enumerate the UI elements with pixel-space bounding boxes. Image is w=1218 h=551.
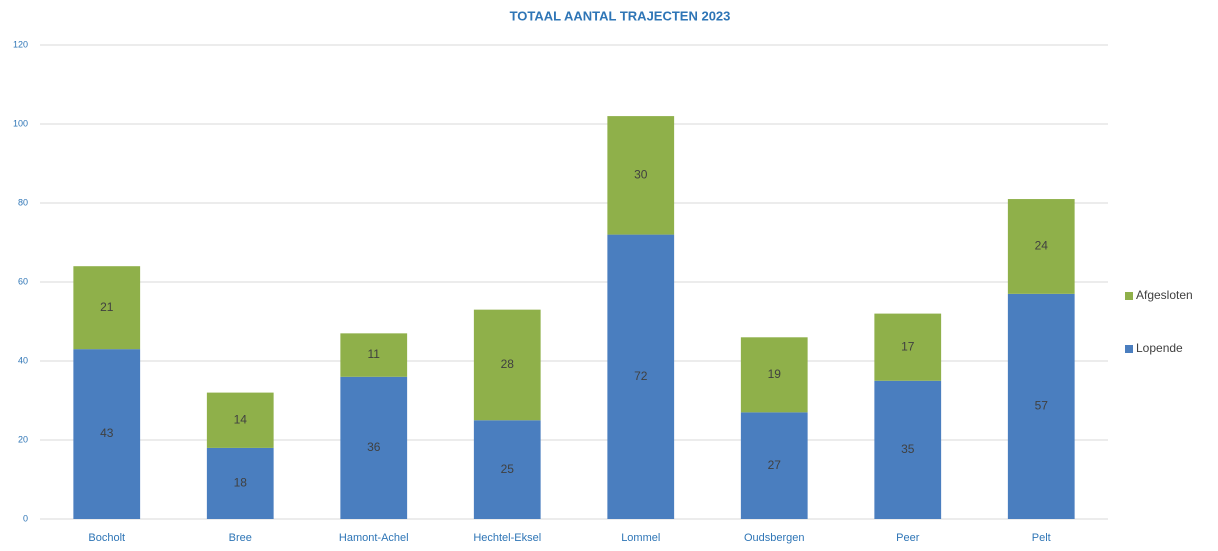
bar-segment	[73, 266, 141, 350]
bar-segment	[1007, 199, 1075, 294]
legend-label: Afgesloten	[1136, 288, 1193, 302]
data-label: 57	[1035, 399, 1049, 413]
legend-label: Lopende	[1136, 341, 1183, 355]
data-label: 18	[234, 476, 248, 490]
bar-segment	[206, 447, 274, 519]
bar-segment	[740, 412, 808, 519]
x-tick-label: Bocholt	[88, 532, 125, 544]
x-tick-label: Oudsbergen	[744, 532, 805, 544]
bar-segment	[740, 337, 808, 413]
data-label: 25	[501, 462, 515, 476]
data-label: 21	[100, 300, 114, 314]
y-tick-label: 100	[13, 118, 28, 128]
bar-segment	[473, 420, 541, 519]
x-tick-label: Hechtel-Eksel	[473, 532, 541, 544]
chart-title: TOTAAL AANTAL TRAJECTEN 2023	[510, 8, 731, 23]
x-tick-label: Pelt	[1032, 532, 1051, 544]
y-tick-label: 60	[18, 276, 28, 286]
x-tick-label: Bree	[229, 532, 252, 544]
x-tick-label: Lommel	[621, 532, 660, 544]
y-tick-label: 40	[18, 355, 28, 365]
legend-swatch	[1125, 345, 1133, 353]
bar-segment	[874, 313, 942, 381]
x-tick-label: Hamont-Achel	[339, 532, 409, 544]
bar-segment	[206, 392, 274, 448]
bar-segment	[340, 333, 408, 377]
y-tick-label: 20	[18, 434, 28, 444]
y-tick-label: 0	[23, 513, 28, 523]
legend-swatch	[1125, 292, 1133, 300]
data-label: 30	[634, 168, 648, 182]
bar-segment	[607, 116, 675, 235]
x-tick-label: Peer	[896, 532, 920, 544]
bar-segment	[73, 349, 141, 519]
bar-segment	[1007, 293, 1075, 519]
bar-segment	[473, 309, 541, 421]
data-label: 28	[501, 357, 515, 371]
y-tick-label: 120	[13, 39, 28, 49]
bar-segment	[340, 376, 408, 519]
y-tick-label: 80	[18, 197, 28, 207]
data-label: 35	[901, 442, 915, 456]
data-label: 17	[901, 339, 915, 353]
bar-segment	[874, 380, 942, 519]
data-label: 36	[367, 440, 381, 454]
data-label: 24	[1035, 239, 1049, 253]
bar-segment	[607, 234, 675, 519]
data-label: 27	[768, 458, 782, 472]
data-label: 43	[100, 426, 114, 440]
data-label: 19	[768, 367, 782, 381]
data-label: 14	[234, 412, 248, 426]
data-label: 11	[368, 347, 381, 361]
data-label: 72	[634, 369, 648, 383]
